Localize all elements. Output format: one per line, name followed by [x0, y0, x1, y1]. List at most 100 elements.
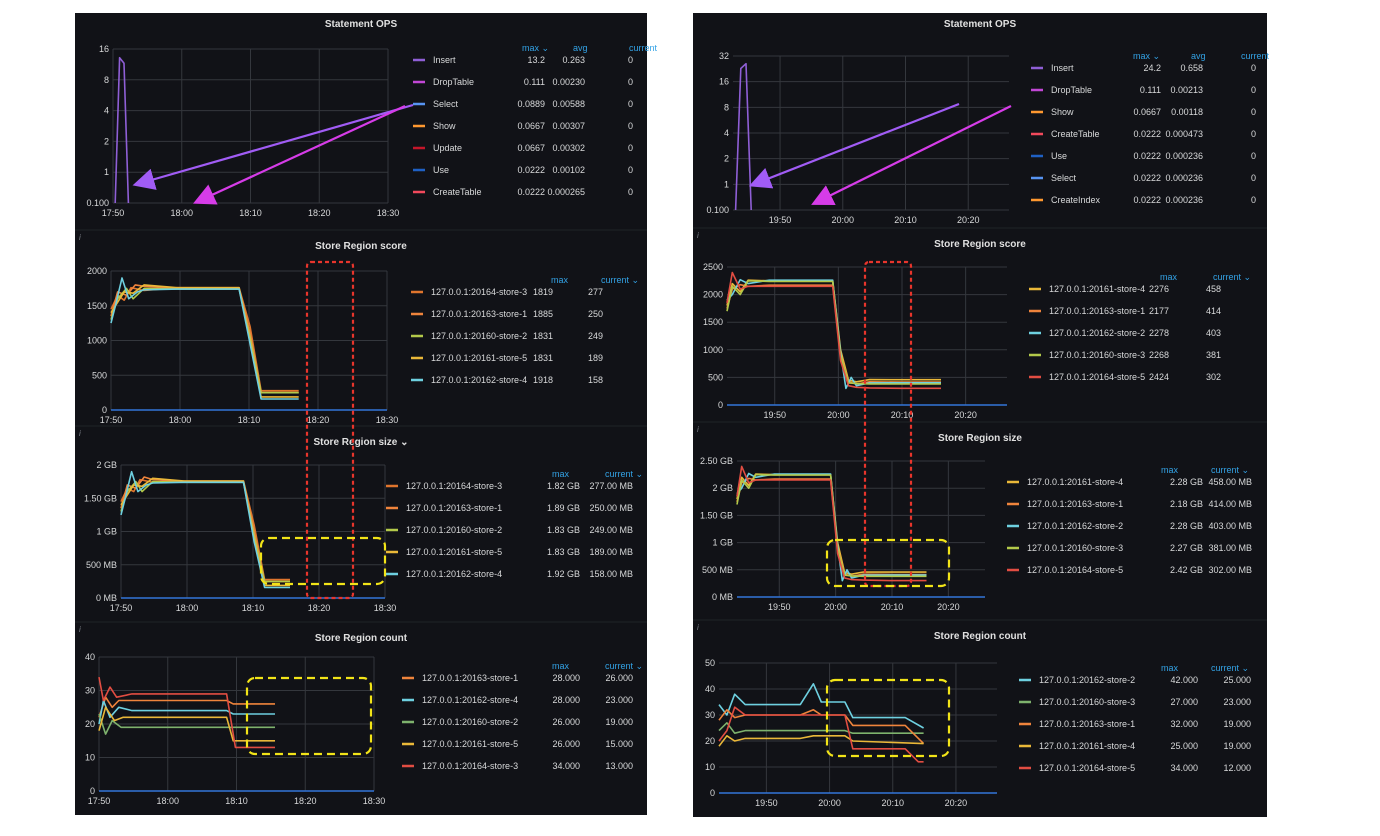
legend-value: 2278	[1149, 328, 1169, 338]
info-icon[interactable]: i	[79, 429, 81, 438]
x-tick-label: 18:30	[363, 796, 386, 806]
legend-series-name: DropTable	[1051, 85, 1092, 95]
legend-value: 23.000	[1223, 697, 1251, 707]
panel-store-region-count[interactable]: i Store Region count 0 10 20 30 40 50 19:50 20:00…	[693, 621, 1267, 817]
series-line	[98, 706, 275, 742]
y-tick-label: 50	[705, 658, 715, 668]
y-tick-label: 0	[90, 786, 95, 796]
panel-title[interactable]: Statement OPS	[324, 19, 398, 30]
legend-value: 0	[1251, 173, 1256, 183]
panel-title[interactable]: Store Region score	[315, 241, 407, 252]
legend-column-header: max	[552, 661, 570, 671]
y-tick-label: 2	[724, 154, 729, 164]
legend-series-name: 127.0.0.1:20162-store-2	[1039, 675, 1135, 685]
x-tick-label: 20:20	[954, 410, 977, 420]
legend-series-name: 127.0.0.1:20162-store-2	[1049, 328, 1145, 338]
y-tick-label: 500	[708, 372, 723, 382]
info-icon[interactable]: i	[79, 233, 81, 242]
panel-statement-ops[interactable]: Statement OPS 0.100 1 2 4 8 16 17:50 18:00 18:10 1…	[75, 13, 658, 229]
panel-title[interactable]: Store Region size ⌄	[313, 437, 409, 448]
x-tick-label: 20:10	[881, 602, 904, 612]
y-tick-label: 30	[85, 686, 95, 696]
legend-series-name: 127.0.0.1:20160-store-3	[1049, 350, 1145, 360]
legend-value: 381.00 MB	[1208, 543, 1252, 553]
x-tick-label: 19:50	[768, 602, 791, 612]
legend-value: 2.42 GB	[1170, 565, 1203, 575]
x-tick-label: 18:30	[376, 415, 399, 425]
info-icon[interactable]: i	[697, 623, 699, 632]
panel-statement-ops[interactable]: Statement OPS 0.100 1 2 4 8 16 32 19:50 20:00 20:1…	[693, 13, 1270, 227]
x-tick-label: 20:10	[891, 410, 914, 420]
legend-value: 0	[628, 187, 633, 197]
legend-series-name: DropTable	[433, 77, 474, 87]
legend-series-name: 127.0.0.1:20163-store-1	[1039, 719, 1135, 729]
panel-store-region-count[interactable]: i Store Region count 0 10 20 30 40 17:50 18:00 18…	[75, 623, 647, 815]
panel-title[interactable]: Store Region score	[934, 239, 1026, 250]
legend-series-name: 127.0.0.1:20161-store-4	[1039, 741, 1135, 751]
legend-value: 250	[588, 309, 603, 319]
legend-value: 13.000	[605, 761, 633, 771]
chart-svg: 0 10 20 30 40 50 19:50 20:00 20:10 20:20 max curren…	[705, 658, 1251, 808]
legend-value: 0	[1251, 195, 1256, 205]
panel-store-region-score[interactable]: i Store Region score 0 500 1000 1500 2000 17:50…	[75, 231, 647, 425]
legend-value: 277.00 MB	[589, 481, 633, 491]
panel-title[interactable]: Store Region count	[933, 631, 1027, 642]
y-tick-label: 0 MB	[96, 593, 117, 603]
legend-value: 1.82 GB	[547, 481, 580, 491]
legend-value: 1885	[533, 309, 553, 319]
legend-value: 2177	[1149, 306, 1169, 316]
legend-column-header: current ⌄	[601, 275, 639, 285]
y-tick-label: 1.50 GB	[700, 510, 733, 520]
legend-value: 2276	[1149, 284, 1169, 294]
legend-value: 381	[1206, 350, 1221, 360]
legend-series-name: 127.0.0.1:20164-store-5	[1039, 763, 1135, 773]
y-tick-label: 0	[102, 405, 107, 415]
legend-value: 0.0889	[517, 99, 545, 109]
info-icon[interactable]: i	[697, 231, 699, 240]
legend-series-name: Insert	[433, 55, 456, 65]
x-tick-label: 18:20	[307, 415, 330, 425]
x-tick-label: 20:00	[832, 215, 855, 225]
chart-svg: 0 500 1000 1500 2000 2500 19:50 20:00 20:10 20:20…	[703, 262, 1251, 420]
info-icon[interactable]: i	[697, 425, 699, 434]
legend-column-header: current	[629, 43, 658, 53]
y-tick-label: 20	[705, 736, 715, 746]
legend-series-name: 127.0.0.1:20164-store-3	[406, 481, 502, 491]
panel-store-region-size[interactable]: i Store Region size ⌄ 0 MB 500 MB 1 GB 1.50 G…	[75, 427, 647, 621]
legend-value: 2.27 GB	[1170, 543, 1203, 553]
legend-series-name: 127.0.0.1:20163-store-1	[1027, 499, 1123, 509]
y-tick-label: 20	[85, 719, 95, 729]
x-tick-label: 18:10	[239, 208, 262, 218]
y-tick-label: 2 GB	[96, 460, 117, 470]
legend-value: 0.00213	[1170, 85, 1203, 95]
panel-store-region-size[interactable]: i Store Region size 0 MB 500 MB 1 GB 1.50 GB 2…	[693, 423, 1267, 619]
legend-value: 403	[1206, 328, 1221, 338]
x-tick-label: 18:10	[242, 603, 265, 613]
y-tick-label: 1 GB	[96, 527, 117, 537]
legend-value: 414.00 MB	[1208, 499, 1252, 509]
legend-value: 0.0667	[517, 121, 545, 131]
legend-value: 34.000	[552, 761, 580, 771]
legend-series-name: 127.0.0.1:20164-store-3	[422, 761, 518, 771]
y-tick-label: 2.50 GB	[700, 456, 733, 466]
panel-title[interactable]: Store Region size	[938, 433, 1022, 444]
info-icon[interactable]: i	[79, 625, 81, 634]
panel-title[interactable]: Statement OPS	[943, 19, 1017, 30]
panel-title[interactable]: Store Region count	[314, 633, 408, 644]
legend-value: 0	[1251, 63, 1256, 73]
legend-series-name: 127.0.0.1:20163-store-1	[1049, 306, 1145, 316]
legend-value: 403.00 MB	[1208, 521, 1252, 531]
panel-store-region-score[interactable]: i Store Region score 0 500 1000 1500 2000 2500 1…	[693, 229, 1267, 421]
legend-series-name: 127.0.0.1:20162-store-4	[422, 695, 518, 705]
legend-value: 0.00307	[552, 121, 585, 131]
legend-series-name: 127.0.0.1:20163-store-1	[422, 673, 518, 683]
y-tick-label: 8	[104, 75, 109, 85]
legend-value: 0.00302	[552, 143, 585, 153]
y-tick-label: 0	[718, 400, 723, 410]
legend-value: 24.2	[1143, 63, 1161, 73]
x-tick-label: 18:20	[308, 208, 331, 218]
legend-value: 25.000	[1223, 675, 1251, 685]
series-line	[98, 676, 275, 749]
legend-value: 2.28 GB	[1170, 477, 1203, 487]
legend-value: 250.00 MB	[589, 503, 633, 513]
